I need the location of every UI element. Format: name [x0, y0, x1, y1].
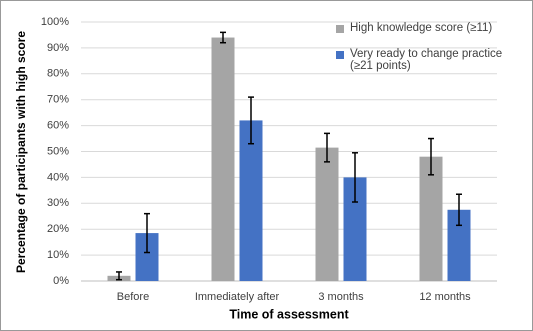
y-tick-label: 40% [47, 171, 69, 183]
legend-label: High knowledge score (≥11) [350, 22, 493, 34]
y-tick-label: 90% [47, 42, 69, 54]
bar [135, 233, 159, 281]
y-tick-label: 0% [53, 275, 69, 287]
y-tick-label: 80% [47, 68, 69, 80]
bar [315, 147, 339, 281]
legend-label: Very ready to change practice (≥21 point… [350, 48, 503, 72]
x-tick-label: Immediately after [195, 291, 280, 303]
x-tick-label: Before [117, 291, 149, 303]
bar [239, 120, 263, 281]
bar [211, 37, 235, 281]
y-tick-label: 60% [47, 120, 69, 132]
error-bar [248, 96, 254, 145]
error-bar [220, 31, 226, 44]
y-axis-title: Percentage of participants with high sco… [14, 31, 28, 273]
bar [419, 156, 443, 281]
x-axis-title: Time of assessment [229, 307, 349, 321]
legend-swatch [336, 25, 344, 33]
error-bar [428, 137, 434, 176]
legend-item: High knowledge score (≥11) [336, 22, 526, 34]
bar [447, 209, 471, 281]
y-tick-label: 100% [41, 16, 69, 28]
y-tick-label: 20% [47, 223, 69, 235]
x-tick-label: 3 months [318, 291, 364, 303]
y-tick-label: 50% [47, 145, 69, 157]
legend-item: Very ready to change practice (≥21 point… [336, 48, 526, 72]
error-bar [116, 271, 122, 281]
error-bar [352, 152, 358, 203]
y-tick-label: 10% [47, 249, 69, 261]
error-bar [324, 132, 330, 163]
error-bar [456, 193, 462, 227]
error-bar [144, 212, 150, 254]
y-tick-label: 30% [47, 197, 69, 209]
x-tick-label: 12 months [419, 291, 471, 303]
y-tick-label: 70% [47, 94, 69, 106]
legend-swatch [336, 51, 344, 59]
bar [343, 177, 367, 281]
legend: High knowledge score (≥11) Very ready to … [336, 22, 526, 86]
